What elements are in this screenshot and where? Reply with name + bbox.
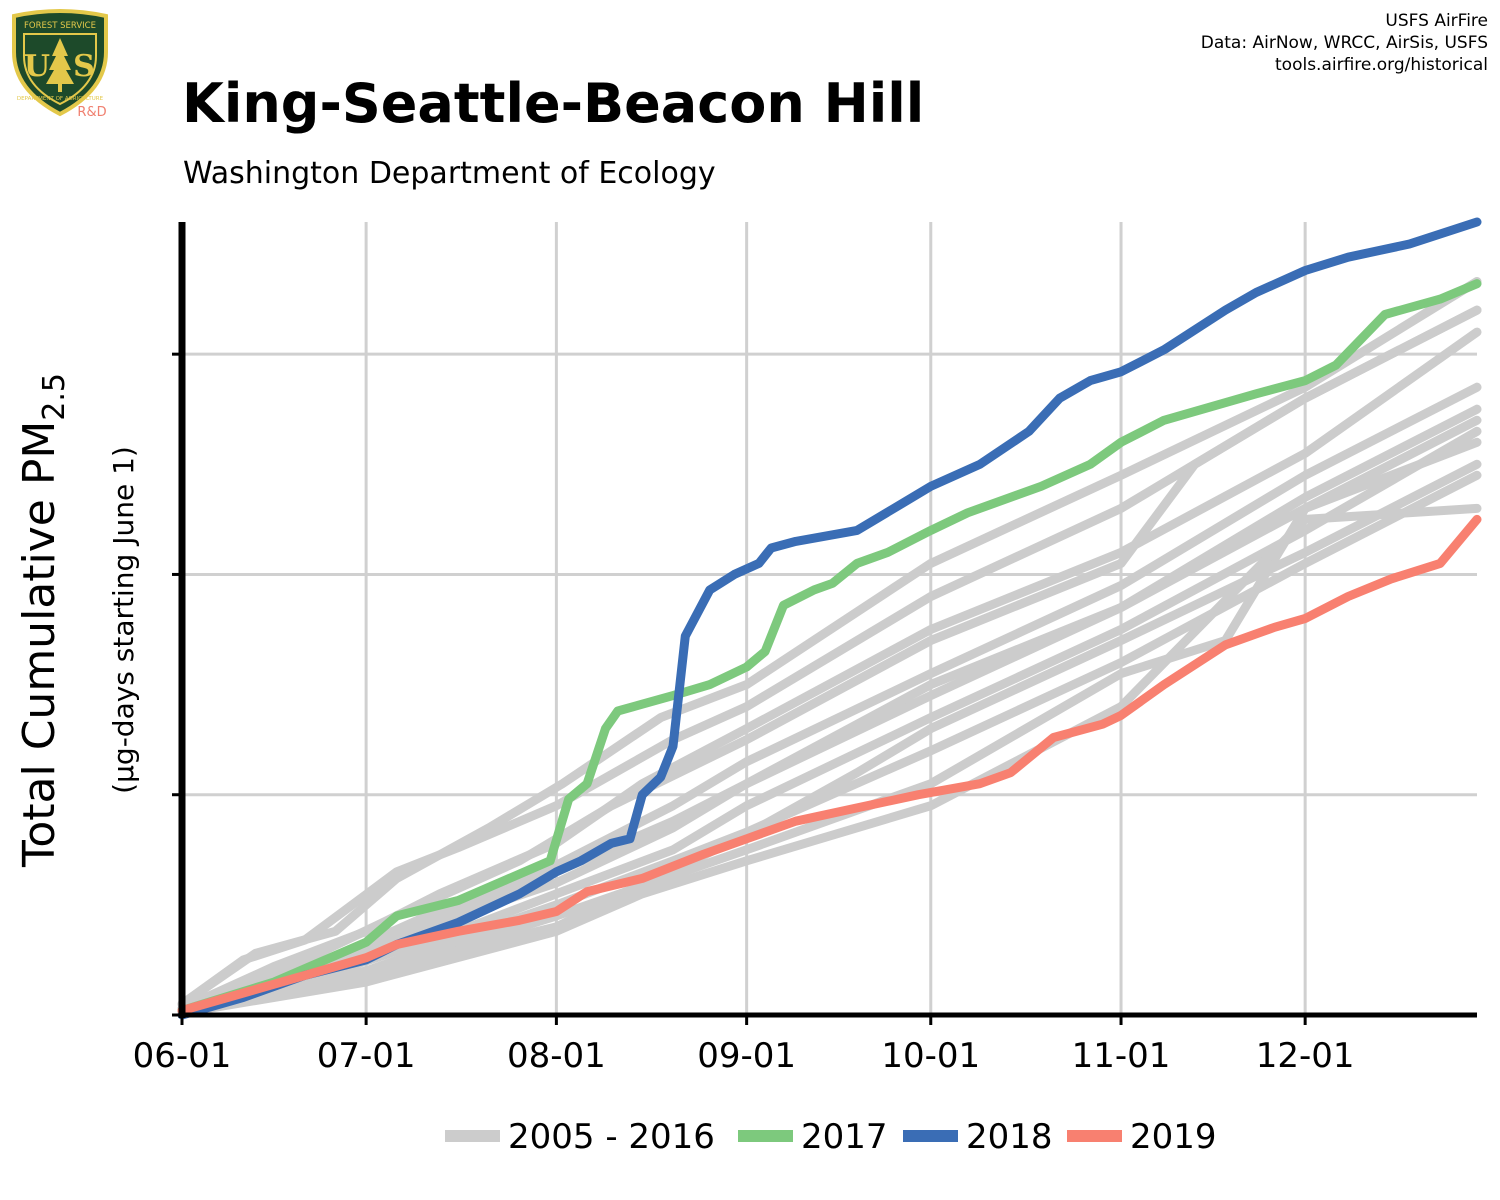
shield-inner-border xyxy=(23,33,97,106)
page-subtitle: Washington Department of Ecology xyxy=(183,156,716,191)
x-tick-label: 09-01 xyxy=(697,1036,796,1076)
y-axis-subtitle: (µg-days starting June 1) xyxy=(107,446,140,794)
x-tick-label: 10-01 xyxy=(881,1036,980,1076)
series-line-2005-2016 xyxy=(177,459,1482,1016)
x-tick-label: 07-01 xyxy=(317,1036,416,1076)
series-line-2005-2016 xyxy=(177,327,1482,1013)
x-tick-labels: 06-01 07-01 08-01 09-01 10-01 11-01 12-01 xyxy=(133,1036,1355,1076)
credit-line: USFS AirFire xyxy=(1385,11,1488,31)
usfs-logo: FOREST SERVICE U S DEPARTMENT OF AGRICUL… xyxy=(8,8,112,120)
series-line-2017 xyxy=(177,279,1482,1016)
y-axis-label: Total Cumulative PM2.5 xyxy=(14,373,72,868)
credits-block: USFS AirFire Data: AirNow, WRCC, AirSis,… xyxy=(1201,10,1488,76)
logo-letter-s: S xyxy=(73,49,95,84)
series-line-2018 xyxy=(177,217,1482,1020)
series-line-2005-2016 xyxy=(177,404,1482,1016)
series-line-2019 xyxy=(177,514,1482,1016)
series-line-2005-2016 xyxy=(177,277,1482,1009)
y-axis-title-main: Total Cumulative PM xyxy=(14,421,65,868)
credit-line: tools.airfire.org/historical xyxy=(1275,55,1488,75)
chart-axes xyxy=(172,222,1477,1025)
legend-label: 2019 xyxy=(1130,1117,1217,1157)
y-axis-title-subscript: 2.5 xyxy=(37,373,72,421)
y-axis-title: Total Cumulative PM2.5 xyxy=(14,373,72,868)
x-tick-label: 06-01 xyxy=(133,1036,232,1076)
tree-icon xyxy=(46,38,74,92)
logo-bottom-text: DEPARTMENT OF AGRICULTURE xyxy=(17,96,104,102)
credit-line: Data: AirNow, WRCC, AirSis, USFS xyxy=(1200,33,1488,53)
chart-legend: 2005 - 2016 2017 2018 2019 xyxy=(445,1117,1217,1157)
legend-label: 2018 xyxy=(966,1117,1053,1157)
usfs-shield-icon: FOREST SERVICE U S DEPARTMENT OF AGRICUL… xyxy=(12,9,108,120)
y-axis-sublabel: (µg-days starting June 1) xyxy=(107,446,140,794)
x-tick-label: 08-01 xyxy=(507,1036,606,1076)
logo-letter-u: U xyxy=(24,49,50,84)
series-line-2005-2016 xyxy=(177,426,1482,1016)
logo-rd-tag: R&D xyxy=(77,105,106,120)
x-tick-label: 12-01 xyxy=(1256,1036,1355,1076)
highlight-series-lines xyxy=(177,217,1482,1020)
series-line-2005-2016 xyxy=(177,305,1482,1013)
page-title: King-Seattle-Beacon Hill xyxy=(182,72,925,135)
logo-top-text: FOREST SERVICE xyxy=(24,21,96,31)
legend-label: 2017 xyxy=(801,1117,888,1157)
x-tick-label: 11-01 xyxy=(1072,1036,1171,1076)
legend-label: 2005 - 2016 xyxy=(508,1117,715,1157)
